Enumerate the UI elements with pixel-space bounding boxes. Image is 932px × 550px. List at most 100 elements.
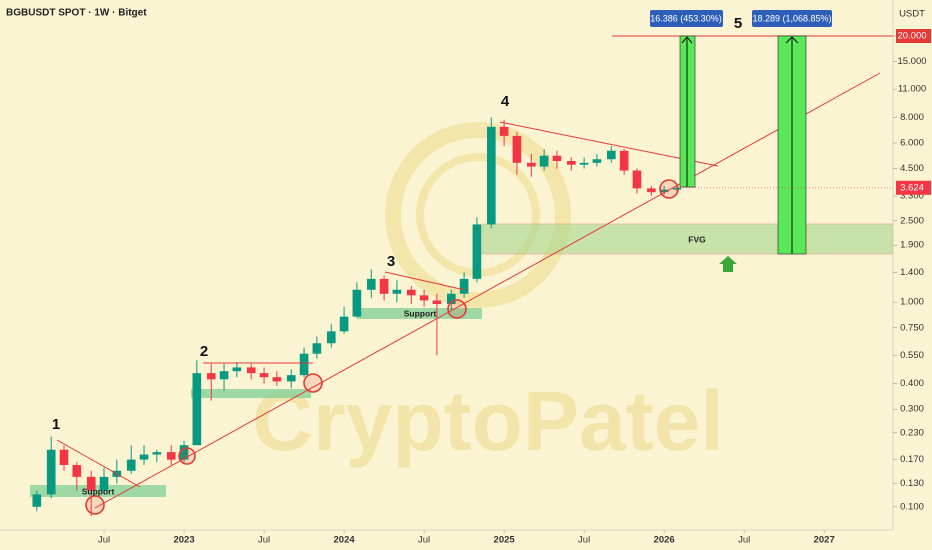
target-label: 18.289 (1,068.85%) [752, 13, 831, 23]
x-tick-label: Jul [418, 535, 430, 546]
y-tick-label: 0.100 [900, 501, 924, 512]
y-tick-label: 0.130 [900, 478, 924, 489]
candle-body [647, 188, 656, 193]
wave-label: 3 [387, 253, 395, 270]
candle-body [152, 452, 162, 455]
target-label: 16.386 (453.30%) [650, 13, 722, 23]
candle-body [659, 189, 669, 193]
candle-body [126, 459, 136, 471]
y-tick-label: 0.170 [900, 454, 924, 465]
candle-body [192, 373, 202, 446]
candle-body [59, 449, 69, 466]
candle-body [259, 373, 269, 378]
fvg-label: FVG [688, 234, 706, 244]
candle-body [326, 331, 336, 344]
candle-body [219, 371, 229, 380]
candle-body [499, 126, 509, 136]
candle-body [472, 224, 482, 279]
candle-body [392, 289, 402, 294]
x-tick-label: Jul [98, 535, 110, 546]
y-tick-label: 6.000 [900, 138, 924, 149]
y-tick-label: 1.000 [900, 297, 924, 308]
y-tick-label: 0.230 [900, 427, 924, 438]
y-tick-label: 15.000 [897, 56, 926, 67]
wave-label: 1 [52, 416, 60, 433]
candle-body [299, 353, 309, 376]
y-tick-label: 1.400 [900, 267, 924, 278]
y-axis-panel [893, 0, 932, 550]
candle-body [446, 293, 456, 304]
y-tick-label: 0.550 [900, 350, 924, 361]
candle-body [406, 289, 416, 296]
candle-body [567, 160, 576, 165]
wave-label: 5 [734, 15, 742, 32]
y-axis-unit: USDT [899, 9, 925, 20]
target-arrows [681, 36, 799, 254]
candle-body [206, 373, 216, 380]
candle-body [619, 150, 629, 171]
candle-body [232, 367, 242, 372]
candle-body [272, 377, 282, 382]
candle-body [246, 367, 256, 374]
x-tick-label: Jul [578, 535, 590, 546]
candle-body [139, 454, 149, 460]
wave-label: 4 [501, 93, 510, 110]
wave-label: 2 [200, 343, 208, 360]
y-tick-label: 3.300 [900, 191, 924, 202]
candle-body [552, 155, 562, 161]
watermark-text: CryptoPatel [252, 374, 723, 468]
y-tick-label: 0.400 [900, 378, 924, 389]
x-tick-label: 2025 [494, 535, 516, 546]
candle-body [46, 449, 56, 495]
x-tick-label: 2024 [334, 535, 356, 546]
y-tick-label: 2.500 [900, 215, 924, 226]
support-zone [357, 308, 482, 319]
candle-body [672, 187, 682, 190]
last-price-badge [896, 180, 931, 195]
x-tick-label: Jul [738, 535, 750, 546]
up-arrow [719, 256, 737, 272]
y-tick-label: 0.300 [900, 404, 924, 415]
x-tick-label: 2027 [814, 535, 835, 546]
support-label: Support [82, 486, 115, 496]
candle-body [352, 289, 362, 317]
candle-body [632, 170, 642, 189]
candle-body [99, 476, 109, 491]
y-tick-label: 4.500 [900, 163, 924, 174]
candle-body [366, 278, 376, 290]
candle-body [379, 278, 389, 294]
candle-body [486, 126, 496, 225]
candle-body [339, 316, 349, 332]
candle-body [432, 300, 442, 304]
target-badge [752, 10, 832, 27]
candle-body [607, 150, 616, 160]
candle-body [286, 375, 296, 382]
candle-body [459, 278, 469, 294]
candle-body [32, 494, 42, 507]
x-tick-label: 2026 [654, 535, 675, 546]
target-badge [650, 10, 723, 27]
support-label: Support [404, 308, 437, 318]
x-tick-label: Jul [258, 535, 270, 546]
candle-body [539, 155, 549, 167]
support-zone [191, 389, 311, 398]
candle-body [312, 343, 322, 354]
candle-body [166, 452, 176, 460]
candle-body [512, 135, 522, 163]
x-tick-label: 2023 [173, 535, 194, 546]
candle-body [86, 476, 96, 491]
last-price-label: 3.624 [900, 182, 924, 193]
candle-body [419, 295, 429, 301]
touch-circles [85, 179, 679, 515]
y-tick-label: 8.000 [900, 112, 924, 123]
candle-body [179, 445, 189, 460]
candle-body [526, 162, 536, 167]
chart-title: BGBUSDT SPOT · 1W · Bitget [6, 8, 147, 19]
candle-body [592, 159, 602, 163]
y-tick-label: 11.000 [898, 84, 926, 95]
candle-body [72, 465, 82, 477]
candle-body [579, 162, 589, 165]
candles [32, 117, 682, 517]
